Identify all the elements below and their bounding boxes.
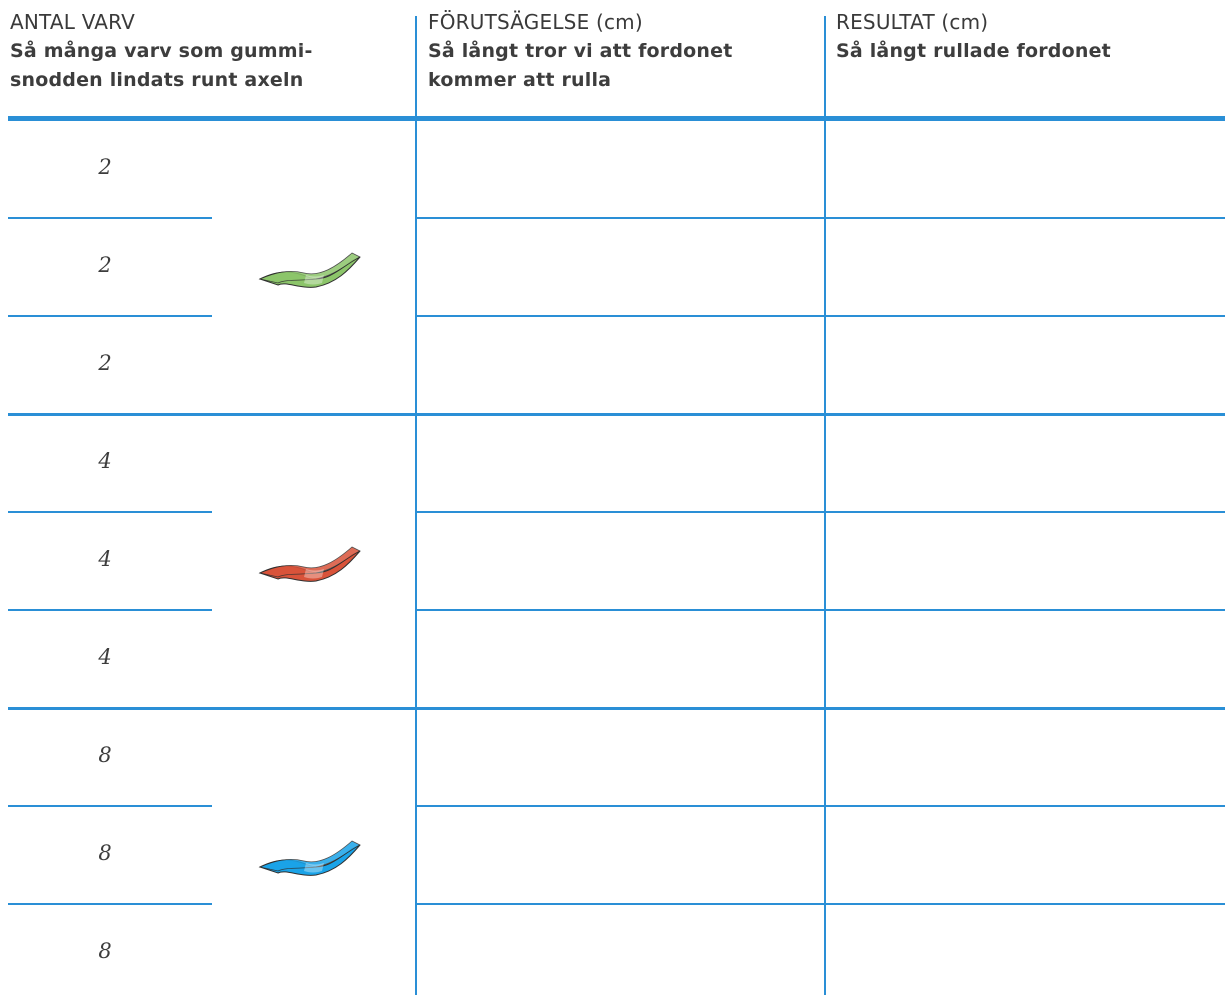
col-subtitle-prediction: Så långt tror vi att fordonet kommer att… <box>428 40 733 91</box>
prediction-cell[interactable] <box>418 122 822 218</box>
col-header-prediction: FÖRUTSÄGELSE (cm) Så långt tror vi att f… <box>428 8 808 95</box>
col-header-turns: ANTAL VARV Så många varv som gummi- snod… <box>10 8 400 95</box>
result-cell[interactable] <box>827 514 1225 610</box>
prediction-cell[interactable] <box>418 808 822 904</box>
turns-value: 4 <box>98 547 112 571</box>
prediction-cell[interactable] <box>418 416 822 512</box>
prediction-cell[interactable] <box>418 220 822 316</box>
prediction-cell[interactable] <box>418 906 822 1002</box>
prediction-cell[interactable] <box>418 612 822 708</box>
row-divider <box>8 315 212 317</box>
row-divider <box>416 805 1225 807</box>
turns-value: 8 <box>98 841 112 865</box>
result-cell[interactable] <box>827 612 1225 708</box>
red-rubber-band-icon <box>256 533 366 593</box>
col-subtitle-result: Så långt rullade fordonet <box>836 40 1111 62</box>
row-divider <box>8 217 212 219</box>
row-divider <box>416 609 1225 611</box>
prediction-cell[interactable] <box>418 318 822 414</box>
turns-value: 4 <box>98 645 112 669</box>
turns-value: 8 <box>98 743 112 767</box>
col-header-result: RESULTAT (cm) Så långt rullade fordonet <box>836 8 1216 66</box>
turns-value: 2 <box>98 155 112 179</box>
row-divider <box>8 903 212 905</box>
result-cell[interactable] <box>827 416 1225 512</box>
column-divider <box>415 16 417 995</box>
result-cell[interactable] <box>827 122 1225 218</box>
col-title-result: RESULTAT (cm) <box>836 10 989 34</box>
group-divider <box>8 707 1225 710</box>
prediction-cell[interactable] <box>418 514 822 610</box>
turns-value: 8 <box>98 939 112 963</box>
result-cell[interactable] <box>827 318 1225 414</box>
header-rule <box>8 116 1225 121</box>
row-divider <box>416 217 1225 219</box>
row-divider <box>8 511 212 513</box>
blue-rubber-band-icon <box>256 827 366 887</box>
result-cell[interactable] <box>827 710 1225 806</box>
result-cell[interactable] <box>827 808 1225 904</box>
row-divider <box>8 609 212 611</box>
turns-value: 4 <box>98 449 112 473</box>
turns-value: 2 <box>98 253 112 277</box>
col-title-turns: ANTAL VARV <box>10 10 136 34</box>
col-title-prediction: FÖRUTSÄGELSE (cm) <box>428 10 643 34</box>
result-cell[interactable] <box>827 906 1225 1002</box>
row-divider <box>416 315 1225 317</box>
row-divider <box>416 511 1225 513</box>
col-subtitle-turns: Så många varv som gummi- snodden lindats… <box>10 40 313 91</box>
result-cell[interactable] <box>827 220 1225 316</box>
prediction-cell[interactable] <box>418 710 822 806</box>
column-divider <box>824 16 826 995</box>
turns-value: 2 <box>98 351 112 375</box>
row-divider <box>8 805 212 807</box>
group-divider <box>8 413 1225 416</box>
green-rubber-band-icon <box>256 239 366 299</box>
row-divider <box>416 903 1225 905</box>
